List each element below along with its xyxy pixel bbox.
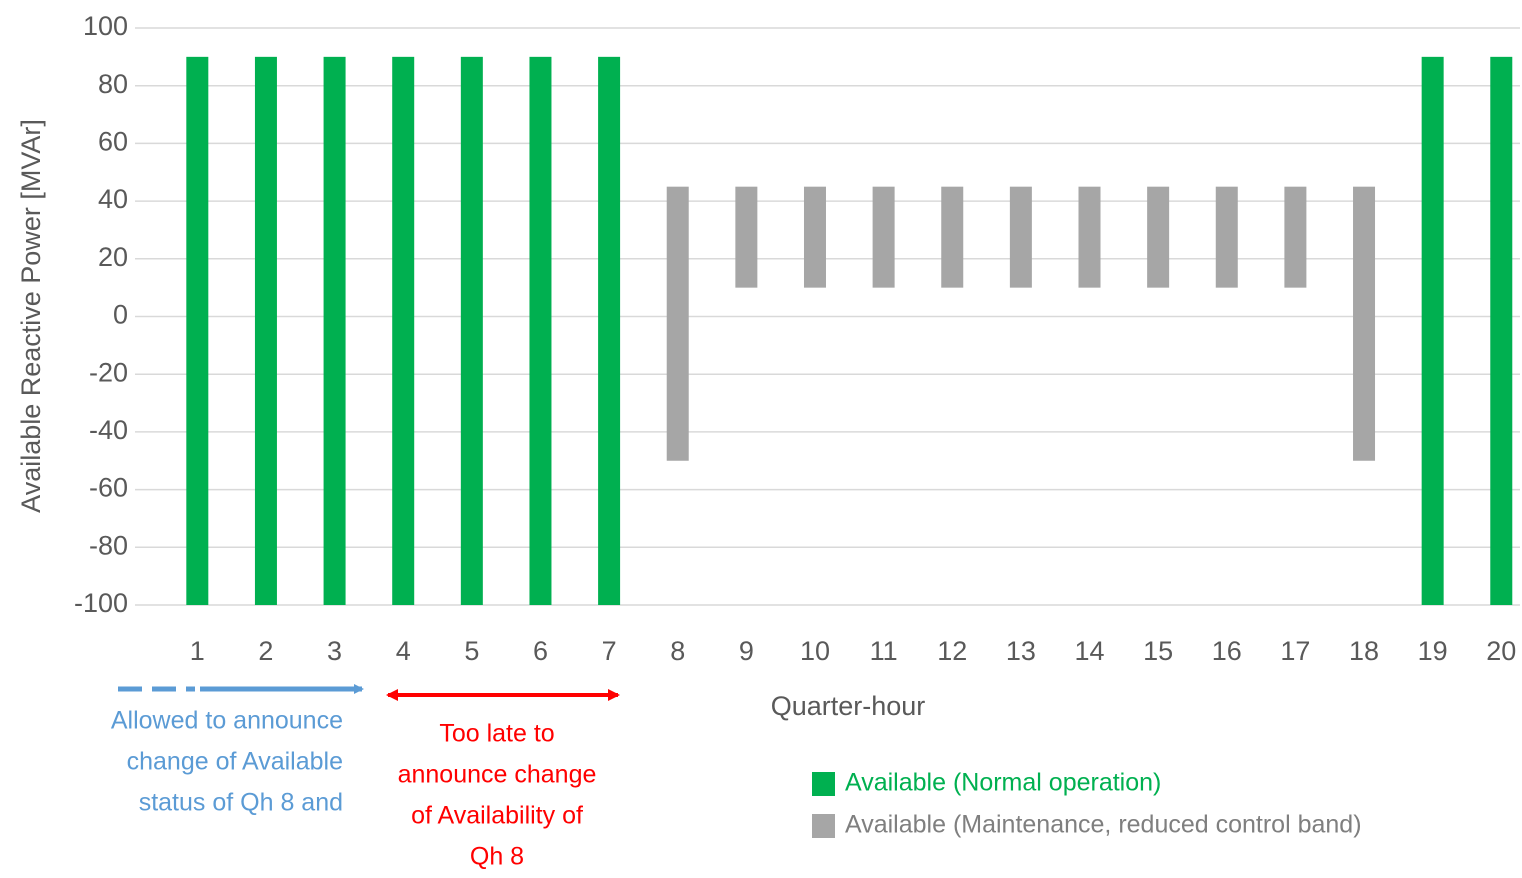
annotation: change of Available (127, 748, 343, 776)
annotation: Allowed to announce (111, 707, 343, 735)
x-tick-label: 10 (800, 636, 830, 666)
legend-swatch (812, 814, 835, 838)
bar (1490, 56, 1513, 606)
bar (323, 56, 346, 606)
bar (872, 186, 895, 288)
y-tick-label: 100 (83, 11, 128, 41)
legend-swatch (812, 772, 835, 796)
y-axis-title: Available Reactive Power [MVAr] (16, 119, 46, 513)
bar (735, 186, 758, 288)
bar (803, 186, 826, 288)
x-tick-label: 16 (1212, 636, 1242, 666)
x-tick-label: 4 (396, 636, 411, 666)
y-tick-label: 80 (98, 69, 128, 99)
bar (1421, 56, 1444, 606)
y-tick-label: -80 (89, 530, 128, 560)
bar (941, 186, 964, 288)
bar (460, 56, 483, 606)
bar (1078, 186, 1101, 288)
grid (135, 27, 1520, 606)
x-tick-label: 17 (1280, 636, 1310, 666)
x-tick-label: 15 (1143, 636, 1173, 666)
bar (1215, 186, 1238, 288)
bar (1147, 186, 1170, 288)
bar (529, 56, 552, 606)
x-tick-label: 12 (937, 636, 967, 666)
annotation: status of Qh 8 and (139, 789, 343, 817)
bar (1009, 186, 1032, 288)
y-tick-label: 60 (98, 127, 128, 157)
bar (186, 56, 209, 606)
x-tick-label: 2 (258, 636, 273, 666)
y-tick-label: -40 (89, 415, 128, 445)
y-tick-label: -20 (89, 357, 128, 387)
bar (1353, 186, 1376, 461)
bar (1284, 186, 1307, 288)
y-tick-label: -60 (89, 473, 128, 503)
x-tick-label: 1 (190, 636, 205, 666)
bar (598, 56, 621, 606)
x-tick-label: 3 (327, 636, 342, 666)
y-tick-label: -100 (74, 588, 128, 618)
legend-label: Available (Maintenance, reduced control … (845, 811, 1362, 839)
x-tick-label: 8 (670, 636, 685, 666)
x-axis-title: Quarter-hour (771, 691, 926, 721)
x-tick-label: 19 (1418, 636, 1448, 666)
x-tick-label: 11 (870, 636, 898, 666)
bar (666, 186, 689, 461)
y-tick-label: 0 (113, 300, 128, 330)
x-tick-label: 6 (533, 636, 548, 666)
bar (392, 56, 415, 606)
x-tick-label: 7 (602, 636, 617, 666)
annotation: of Availability of (411, 802, 583, 830)
y-tick-label: 20 (98, 242, 128, 272)
x-tick-label: 20 (1486, 636, 1516, 666)
annotation: Too late to (439, 720, 554, 748)
y-tick-label: 40 (98, 184, 128, 214)
x-tick-label: 14 (1074, 636, 1104, 666)
annotation: Qh 8 (470, 843, 524, 871)
x-tick-label: 13 (1006, 636, 1036, 666)
bar (254, 56, 277, 606)
x-tick-label: 5 (464, 636, 479, 666)
x-tick-label: 9 (739, 636, 754, 666)
x-tick-label: 18 (1349, 636, 1379, 666)
legend-label: Available (Normal operation) (845, 769, 1161, 797)
annotation: announce change (398, 761, 597, 789)
